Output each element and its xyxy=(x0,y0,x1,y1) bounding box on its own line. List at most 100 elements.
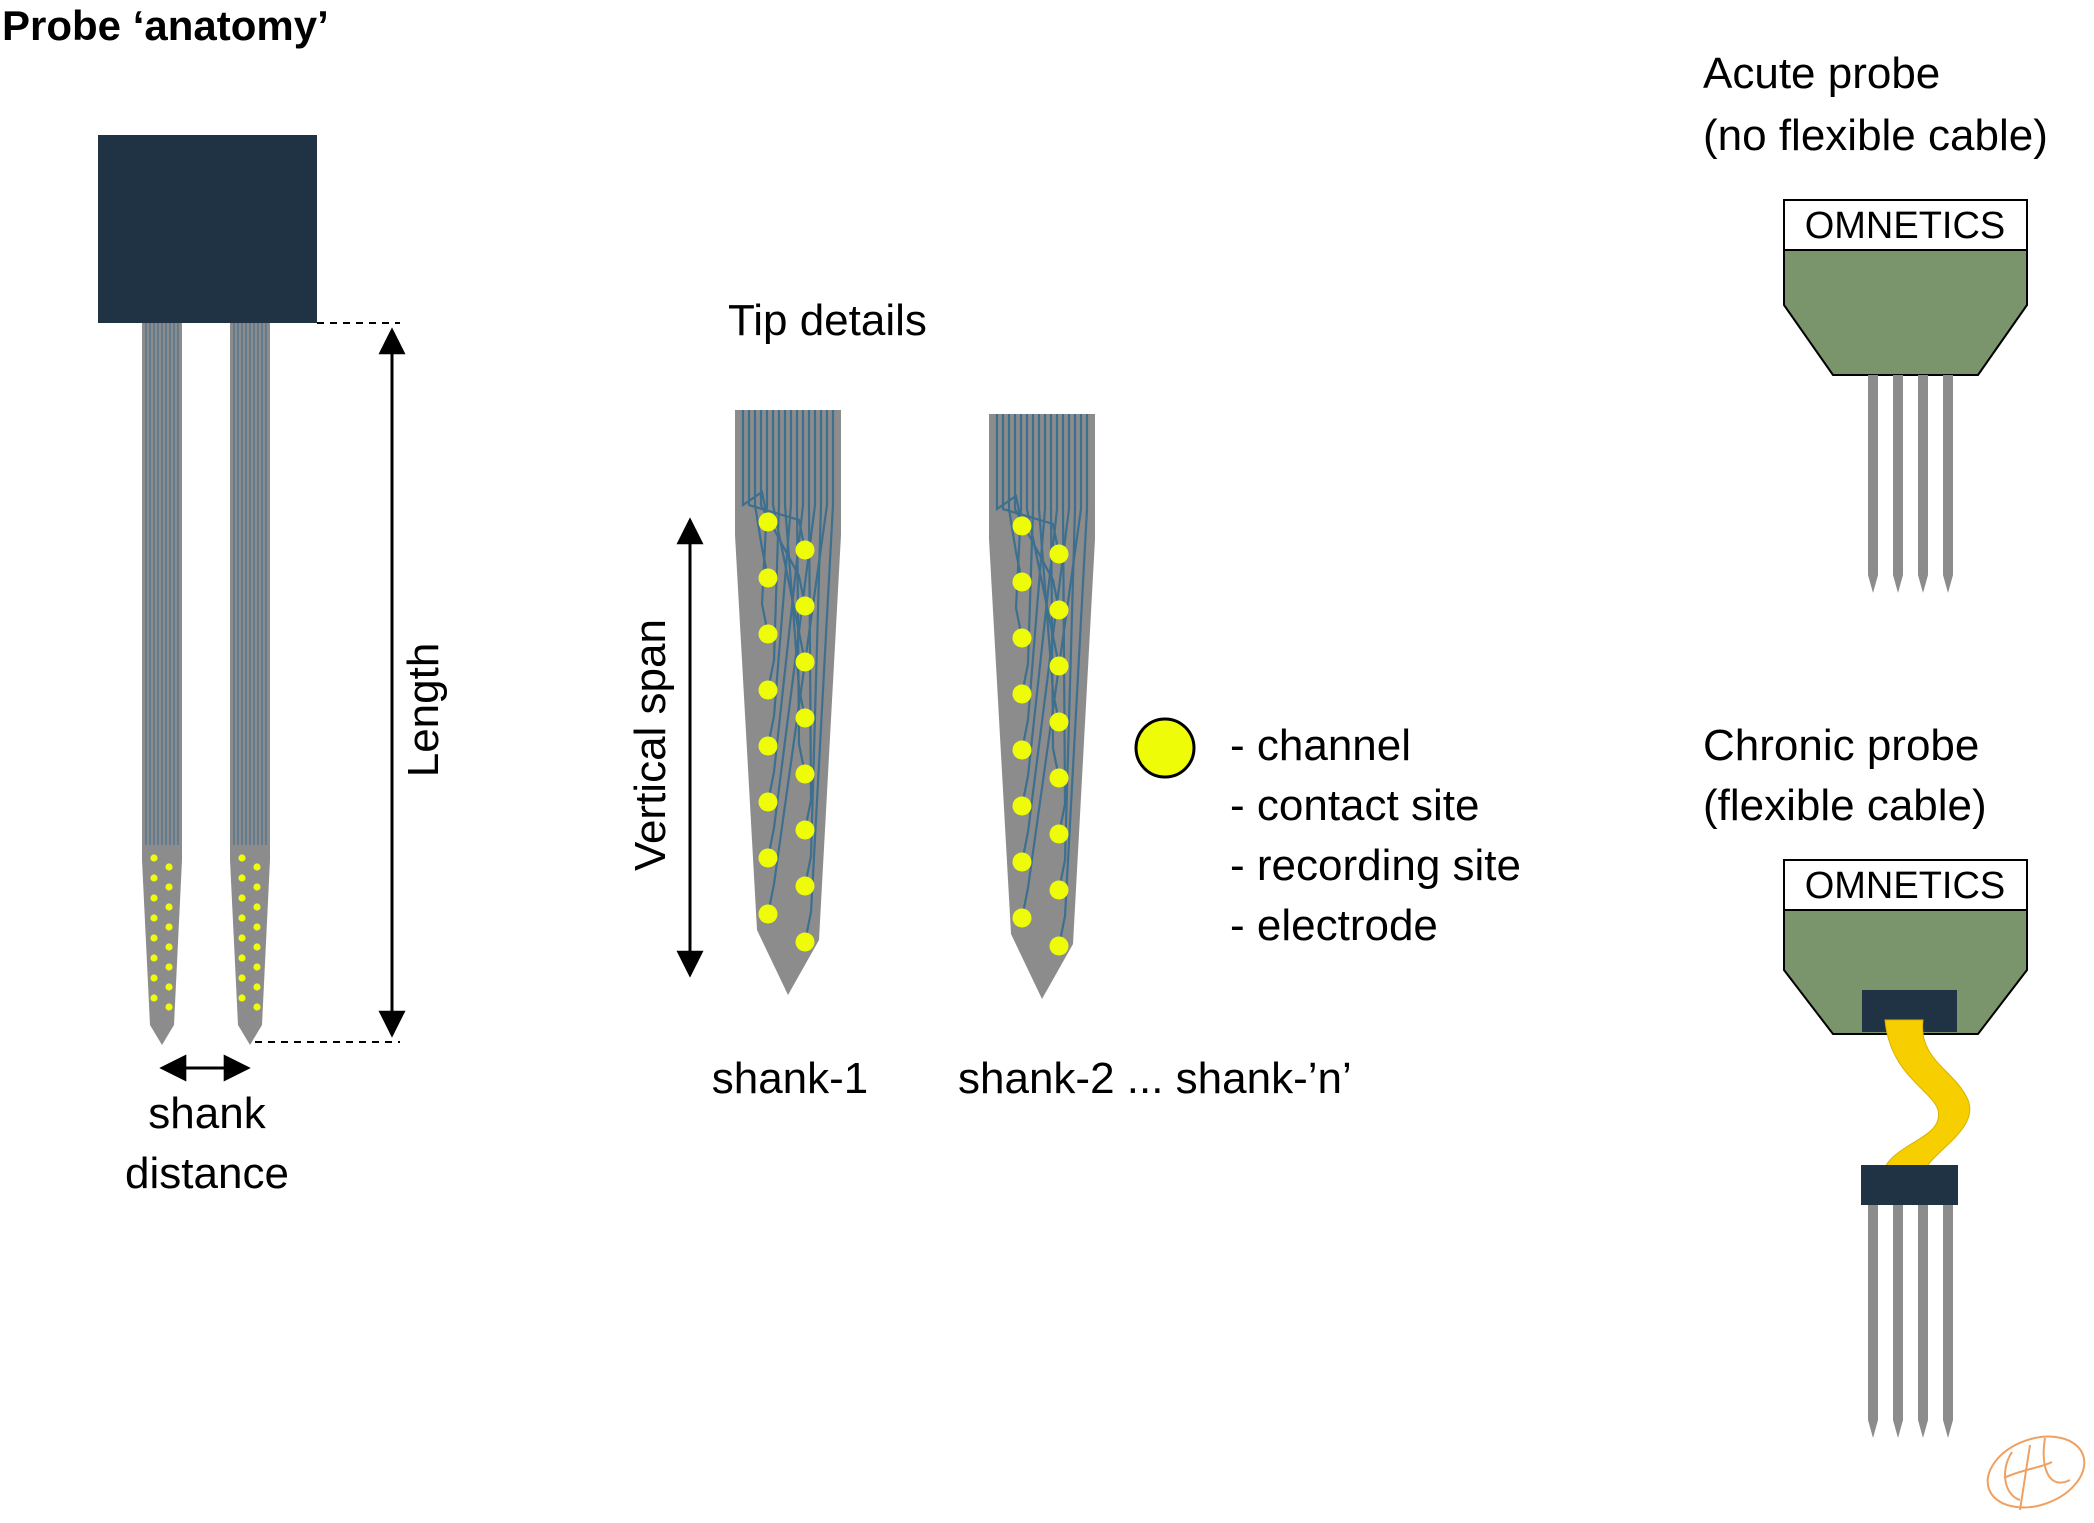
overview-channel-dot xyxy=(238,954,246,962)
overview-channel-dot xyxy=(253,983,261,991)
tip-channel-dot xyxy=(1049,600,1069,620)
tip-channel-dot xyxy=(758,624,778,644)
overview-channel-dot xyxy=(150,934,158,942)
probe-overview: Length shank distance xyxy=(98,135,448,1198)
tip-trace xyxy=(795,410,807,775)
overview-channel-dot xyxy=(238,934,246,942)
chronic-omnetics-label-box xyxy=(1783,859,2028,911)
tip-channel-dot xyxy=(1012,740,1032,760)
connector-shank xyxy=(1943,375,1953,593)
overview-channel-dot xyxy=(238,894,246,902)
tip-trace xyxy=(1014,414,1024,639)
overview-channel-dot xyxy=(238,974,246,982)
chronic-probe: Chronic probe (flexible cable) OMNETICS xyxy=(1703,721,2028,1438)
chronic-probe-title-line1: Chronic probe xyxy=(1703,721,1979,770)
overview-channel-dot xyxy=(165,863,173,871)
tip-details: Tip details Vertical span shank-1 shank-… xyxy=(626,296,1521,1103)
tip-channel-dot xyxy=(1012,908,1032,928)
vertical-span-label: Vertical span xyxy=(626,619,675,871)
tip-channel-dot xyxy=(758,792,778,812)
chronic-probe-title-line2: (flexible cable) xyxy=(1703,781,1987,830)
overview-channel-dot xyxy=(150,894,158,902)
tip-channel-dot xyxy=(1049,936,1069,956)
tip-channel-dot xyxy=(1049,544,1069,564)
acute-shanks xyxy=(1868,375,1953,593)
legend-item: - contact site xyxy=(1230,781,1479,830)
tip-trace xyxy=(766,410,829,915)
tip-channel-dot xyxy=(795,652,815,672)
signature-mark xyxy=(1986,1435,2086,1511)
overview-channel-dot xyxy=(165,983,173,991)
overview-channel-dot xyxy=(253,923,261,931)
overview-channel-dot xyxy=(165,1003,173,1011)
tip-channel-dot xyxy=(795,540,815,560)
chronic-connector-body xyxy=(1783,909,2028,1035)
overview-channel-dot xyxy=(150,914,158,922)
tip-channel-dot xyxy=(1012,684,1032,704)
tip-channel-dot xyxy=(795,876,815,896)
tip-channel-dot xyxy=(1049,880,1069,900)
shank-1-label: shank-1 xyxy=(712,1054,869,1103)
tip-channel-dot xyxy=(758,512,778,532)
tip-trace xyxy=(766,410,793,747)
tip-channel-dot xyxy=(1012,852,1032,872)
tip-trace xyxy=(1057,414,1089,947)
tip-channel-dot xyxy=(758,568,778,588)
flexible-cable xyxy=(1881,1019,1971,1176)
figure-title: Probe ‘anatomy’ xyxy=(2,2,329,49)
tip-trace xyxy=(1049,414,1061,779)
tip-details-label: Tip details xyxy=(728,296,927,345)
tip-trace xyxy=(1020,414,1059,807)
overview-channel-dot xyxy=(253,1003,261,1011)
shank-distance-label-line2: distance xyxy=(125,1149,289,1198)
overview-channel-dot xyxy=(253,883,261,891)
probe-base xyxy=(98,135,317,323)
connector-shank xyxy=(1918,1205,1928,1438)
tip-trace xyxy=(766,410,817,859)
tip-channel-dot xyxy=(758,848,778,868)
overview-channel-dot xyxy=(253,943,261,951)
overview-channel-dot xyxy=(238,994,246,1002)
overview-channel-dot xyxy=(165,883,173,891)
legend-item: - electrode xyxy=(1230,901,1438,950)
tip-trace xyxy=(803,410,835,943)
overview-channel-dot xyxy=(165,943,173,951)
tip-channel-dot xyxy=(758,904,778,924)
chronic-omnetics-label: OMNETICS xyxy=(1805,865,2006,907)
chronic-shanks xyxy=(1868,1205,1953,1438)
tip-channel-dot xyxy=(1012,516,1032,536)
tip-trace xyxy=(1057,414,1067,835)
tip-shank-body xyxy=(735,410,841,995)
tip-trace xyxy=(803,410,813,831)
tip-trace xyxy=(803,410,823,887)
tip-channel-dot xyxy=(1049,712,1069,732)
legend-item: - channel xyxy=(1230,721,1411,770)
overview-channel-dot xyxy=(253,903,261,911)
tip-channel-dot xyxy=(1049,768,1069,788)
tip-channel-dot xyxy=(795,820,815,840)
acute-probe-title-line2: (no flexible cable) xyxy=(1703,111,2048,160)
tip-channel-dot xyxy=(1012,628,1032,648)
legend-channel-symbol xyxy=(1134,717,1196,779)
tip-channel-dot xyxy=(1049,656,1069,676)
tip-channel-dot xyxy=(758,680,778,700)
tip-shank-body xyxy=(989,414,1095,999)
tip-trace xyxy=(1020,414,1047,751)
legend-item: - recording site xyxy=(1230,841,1521,890)
overview-channel-dot xyxy=(238,854,246,862)
tip-channel-dot xyxy=(1012,796,1032,816)
overview-channel-dot xyxy=(165,923,173,931)
shank-n-label: shank-2 ... shank-’n’ xyxy=(958,1054,1352,1103)
overview-channel-dot xyxy=(165,963,173,971)
overview-channel-dot xyxy=(150,954,158,962)
connector-shank xyxy=(1943,1205,1953,1438)
tip-trace xyxy=(1020,414,1071,863)
connector-shank xyxy=(1868,375,1878,593)
tip-trace xyxy=(1020,414,1035,695)
connector-shank xyxy=(1868,1205,1878,1438)
tip-trace xyxy=(1057,414,1077,891)
tip-channel-dot xyxy=(795,596,815,616)
tip-channel-dot xyxy=(1012,572,1032,592)
acute-omnetics-label: OMNETICS xyxy=(1805,205,2006,247)
overview-channel-dot xyxy=(238,914,246,922)
